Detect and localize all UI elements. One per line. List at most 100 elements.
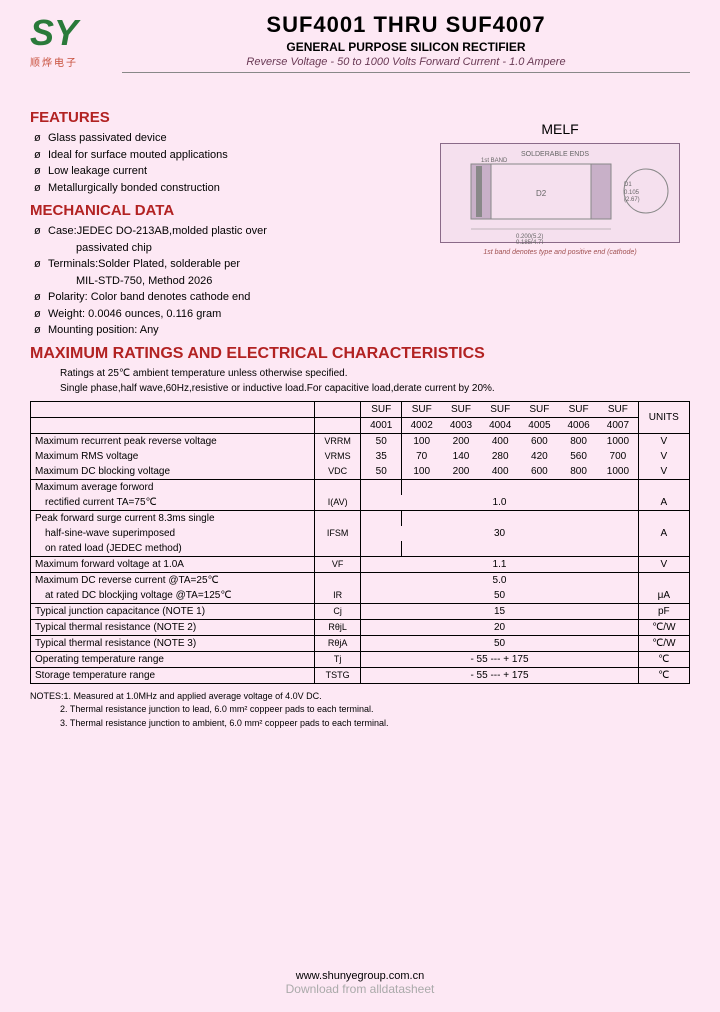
symbol-cell: VF	[314, 556, 360, 572]
footer: www.shunyegroup.com.cn Download from all…	[0, 970, 720, 996]
value-cell	[361, 541, 402, 557]
symbol-cell: Cj	[314, 603, 360, 619]
value-cell: - 55 --- + 175	[361, 667, 638, 683]
value-cell: 100	[402, 433, 442, 449]
value-cell: 1.0	[361, 495, 638, 511]
param-cell: Storage temperature range	[31, 667, 315, 683]
param-cell: Maximum RMS voltage	[31, 449, 315, 464]
value-cell	[598, 479, 638, 495]
logo-text: SY	[30, 12, 110, 54]
col-header: 4005	[520, 417, 559, 433]
unit-cell: pF	[638, 603, 689, 619]
table-row: Peak forward surge current 8.3ms single	[31, 510, 690, 526]
feature-item: Glass passivated device	[48, 130, 410, 147]
mechanical-item: Case:JEDEC DO-213AB,molded plastic over	[48, 223, 410, 240]
symbol-cell	[314, 479, 360, 495]
value-cell: 420	[520, 449, 559, 464]
doc-subtitle: GENERAL PURPOSE SILICON RECTIFIER	[122, 40, 690, 54]
value-cell: 140	[441, 449, 480, 464]
col-header: SUF	[441, 401, 480, 417]
symbol-cell: VRRM	[314, 433, 360, 449]
param-cell: Typical thermal resistance (NOTE 3)	[31, 635, 315, 651]
col-header: SUF	[361, 401, 402, 417]
logo-subtext: 顺烨电子	[30, 54, 110, 69]
value-cell	[361, 479, 402, 495]
mechanical-item: passivated chip	[48, 240, 410, 257]
table-row: Maximum DC reverse current @TA=25℃5.0	[31, 572, 690, 588]
col-header: SUF	[520, 401, 559, 417]
value-cell: 50	[361, 433, 402, 449]
symbol-cell: IR	[314, 588, 360, 604]
ratings-note2: Single phase,half wave,60Hz,resistive or…	[60, 382, 690, 395]
value-cell	[441, 510, 480, 526]
param-cell: rectified current TA=75℃	[31, 495, 315, 511]
feature-item: Ideal for surface mouted applications	[48, 147, 410, 164]
symbol-cell: IFSM	[314, 526, 360, 541]
value-cell: 50	[361, 464, 402, 480]
svg-text:D1: D1	[624, 182, 632, 188]
value-cell	[481, 510, 520, 526]
col-header: 4001	[361, 417, 402, 433]
symbol-cell: VDC	[314, 464, 360, 480]
param-cell: Maximum DC reverse current @TA=25℃	[31, 572, 315, 588]
notes: NOTES:1. Measured at 1.0MHz and applied …	[30, 690, 690, 731]
mechanical-title: MECHANICAL DATA	[30, 202, 410, 219]
param-cell: Maximum forward voltage at 1.0A	[31, 556, 315, 572]
value-cell: 70	[402, 449, 442, 464]
param-cell: on rated load (JEDEC method)	[31, 541, 315, 557]
value-cell	[402, 510, 442, 526]
value-cell: 600	[520, 433, 559, 449]
param-cell: Typical thermal resistance (NOTE 2)	[31, 619, 315, 635]
title-block: SUF4001 THRU SUF4007 GENERAL PURPOSE SIL…	[122, 12, 690, 73]
mechanical-item: Polarity: Color band denotes cathode end	[48, 289, 410, 306]
symbol-cell: I(AV)	[314, 495, 360, 511]
value-cell: 200	[441, 433, 480, 449]
value-cell	[559, 479, 598, 495]
value-cell: 15	[361, 603, 638, 619]
value-cell	[520, 479, 559, 495]
value-cell	[520, 541, 559, 557]
value-cell: 1000	[598, 464, 638, 480]
symbol-cell	[314, 510, 360, 526]
package-label: MELF	[430, 121, 690, 137]
symbol-cell: Tj	[314, 651, 360, 667]
col-header: SUF	[402, 401, 442, 417]
col-header: 4004	[481, 417, 520, 433]
param-cell: half-sine-wave superimposed	[31, 526, 315, 541]
table-row: Typical thermal resistance (NOTE 2)RθjL2…	[31, 619, 690, 635]
ratings-note1: Ratings at 25℃ ambient temperature unles…	[60, 367, 690, 380]
value-cell: 20	[361, 619, 638, 635]
col-header: 4007	[598, 417, 638, 433]
note-2: 2. Thermal resistance junction to lead, …	[90, 703, 690, 717]
value-cell	[559, 510, 598, 526]
value-cell	[402, 541, 442, 557]
content-row: FEATURES Glass passivated deviceIdeal fo…	[30, 103, 690, 339]
table-row: Maximum forward voltage at 1.0AVF1.1V	[31, 556, 690, 572]
symbol-cell: RθjA	[314, 635, 360, 651]
diagram-top-text: SOLDERABLE ENDS	[521, 151, 589, 158]
symbol-cell: VRMS	[314, 449, 360, 464]
units-header: UNITS	[638, 401, 689, 433]
value-cell	[559, 541, 598, 557]
col-header: 4003	[441, 417, 480, 433]
unit-cell: V	[638, 464, 689, 480]
value-cell: 50	[361, 588, 638, 604]
value-cell	[598, 510, 638, 526]
value-cell: 35	[361, 449, 402, 464]
package-diagram: SOLDERABLE ENDS D2 1st BAND 0.200(5.2) 0…	[440, 143, 680, 243]
doc-title: SUF4001 THRU SUF4007	[122, 12, 690, 38]
value-cell	[481, 541, 520, 557]
value-cell	[598, 541, 638, 557]
mechanical-item: MIL-STD-750, Method 2026	[48, 273, 410, 290]
footer-download: Download from alldatasheet	[0, 982, 720, 996]
svg-text:(2.67): (2.67)	[624, 197, 640, 203]
unit-cell	[638, 479, 689, 495]
unit-cell: ℃/W	[638, 635, 689, 651]
spec-table: SUFSUFSUFSUFSUFSUFSUFUNITS 4001400240034…	[30, 401, 690, 684]
param-cell: Operating temperature range	[31, 651, 315, 667]
symbol-cell	[314, 541, 360, 557]
value-cell: 700	[598, 449, 638, 464]
mechanical-item: Terminals:Solder Plated, solderable per	[48, 256, 410, 273]
unit-cell: ℃	[638, 667, 689, 683]
value-cell	[402, 479, 442, 495]
